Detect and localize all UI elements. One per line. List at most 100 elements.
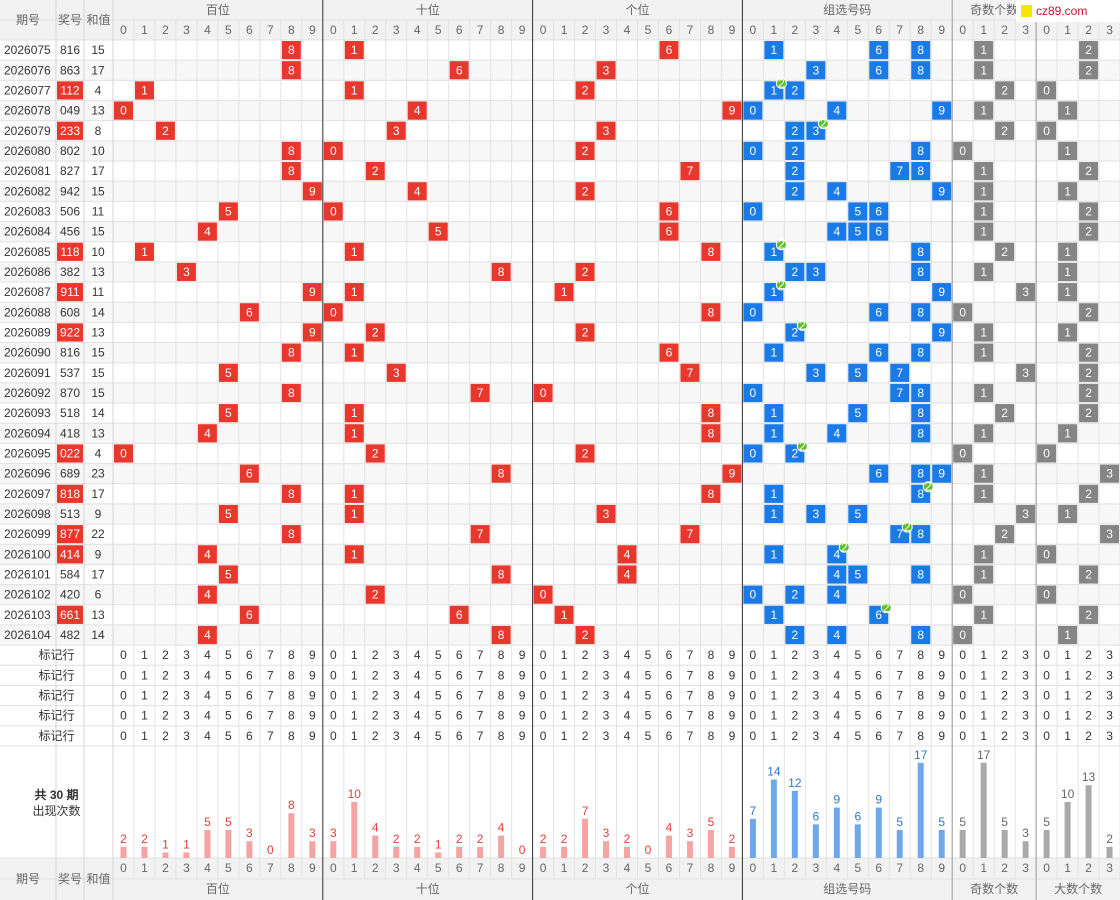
- group-cell: [932, 283, 952, 302]
- position-cell-text: 6: [246, 305, 253, 319]
- big-cell: [1058, 323, 1078, 342]
- count-value: 2: [477, 832, 484, 846]
- group-cell-text: 2: [792, 164, 799, 178]
- position-cell: [449, 605, 469, 624]
- group-cell: [911, 61, 931, 80]
- mark-row-digit: 6: [666, 648, 673, 662]
- position-cell-text: 1: [561, 285, 568, 299]
- count-bar: [791, 790, 798, 858]
- odd-cell-text: 1: [980, 265, 987, 279]
- mark-row-digit: 4: [414, 648, 421, 662]
- group-cell: [890, 162, 910, 181]
- position-cell-text: 5: [225, 406, 232, 420]
- pair-badge: [838, 541, 850, 553]
- column-label: 5: [645, 23, 652, 37]
- group-cell: [743, 444, 763, 463]
- group-cell-text: 9: [938, 325, 945, 339]
- position-cell: [344, 484, 364, 503]
- big-cell: [1079, 565, 1099, 584]
- group-cell: [785, 141, 805, 161]
- column-label: 8: [288, 23, 295, 37]
- section-title: 个位: [625, 2, 649, 17]
- column-label: 7: [687, 23, 694, 37]
- count-bar: [938, 830, 945, 858]
- big-cell: [1079, 383, 1099, 403]
- mark-row-digit: 7: [687, 648, 694, 662]
- big-cell-text: 1: [1064, 245, 1071, 259]
- mark-row-digit: 3: [603, 709, 610, 723]
- position-cell-text: 0: [330, 204, 337, 218]
- group-cell: [869, 41, 889, 60]
- mark-row-digit: 2: [372, 709, 379, 723]
- column-label: 9: [729, 861, 736, 875]
- sum: 13: [91, 265, 105, 279]
- mark-row-digit: 6: [875, 648, 882, 662]
- position-cell-text: 7: [687, 164, 694, 178]
- mark-row-digit: 0: [959, 709, 966, 723]
- position-cell: [659, 343, 679, 362]
- column-label: 6: [875, 23, 882, 37]
- big-cell-text: 2: [1085, 346, 1092, 360]
- big-cell: [1079, 162, 1099, 181]
- count-bar: [435, 852, 442, 858]
- position-cell: [114, 444, 133, 463]
- section-title: 组选号码: [823, 3, 871, 17]
- count-value: 3: [246, 826, 253, 840]
- column-label: 1: [141, 23, 148, 37]
- count-bar: [309, 841, 316, 858]
- group-cell: [911, 525, 931, 544]
- column-label: 9: [938, 23, 945, 37]
- group-cell-text: 3: [812, 366, 819, 380]
- mark-row-digit: 1: [1064, 668, 1071, 682]
- mark-row-digit: 6: [666, 689, 673, 703]
- column-label: 6: [246, 861, 253, 875]
- count-value: 8: [288, 798, 295, 812]
- number: 418: [60, 426, 80, 440]
- column-label: 4: [833, 861, 840, 875]
- group-cell-text: 6: [875, 225, 882, 239]
- position-cell-text: 9: [309, 285, 316, 299]
- column-label: 3: [1106, 861, 1113, 875]
- position-cell-text: 1: [351, 245, 358, 259]
- column-label: 7: [687, 861, 694, 875]
- group-cell: [785, 625, 805, 645]
- column-label: 3: [1022, 23, 1029, 37]
- mark-row-digit: 1: [561, 689, 568, 703]
- mark-row-digit: 7: [477, 668, 484, 682]
- group-cell-text: 0: [750, 144, 757, 158]
- count-bar: [183, 852, 190, 858]
- big-cell: [1058, 504, 1078, 524]
- pair-badge-text: 2: [799, 439, 806, 453]
- mark-row-digit: 9: [938, 689, 945, 703]
- position-cell-text: 6: [456, 608, 463, 622]
- mark-row-digit: 4: [833, 689, 840, 703]
- count-bar: [414, 846, 421, 858]
- group-cell-text: 5: [854, 225, 861, 239]
- number-highlight: [57, 545, 83, 564]
- mark-row-digit: 7: [267, 729, 274, 743]
- issue: 2026083: [4, 204, 51, 218]
- group-cell-text: 4: [833, 225, 840, 239]
- odd-cell-text: 0: [959, 144, 966, 158]
- mark-row-digit: 1: [561, 709, 568, 723]
- count-value: 3: [603, 826, 610, 840]
- mark-row-digit: 8: [498, 648, 505, 662]
- mark-row-digit: 2: [372, 668, 379, 682]
- sum: 14: [91, 406, 105, 420]
- column-label: 8: [708, 23, 715, 37]
- mark-row-digit: 4: [833, 709, 840, 723]
- mark-row-label: 标记行: [38, 709, 74, 723]
- number-highlight: [57, 121, 83, 140]
- column-label: 1: [771, 861, 778, 875]
- column-label: 9: [309, 861, 316, 875]
- number: 518: [60, 406, 80, 420]
- issue: 2026095: [4, 446, 51, 460]
- column-label: 2: [162, 861, 169, 875]
- mark-row-digit: 8: [498, 668, 505, 682]
- mark-row-digit: 7: [687, 668, 694, 682]
- big-cell-text: 2: [1085, 225, 1092, 239]
- count-value: 5: [225, 815, 232, 829]
- count-bar: [351, 802, 358, 858]
- mark-row-digit: 6: [456, 668, 463, 682]
- count-value: 9: [833, 793, 840, 807]
